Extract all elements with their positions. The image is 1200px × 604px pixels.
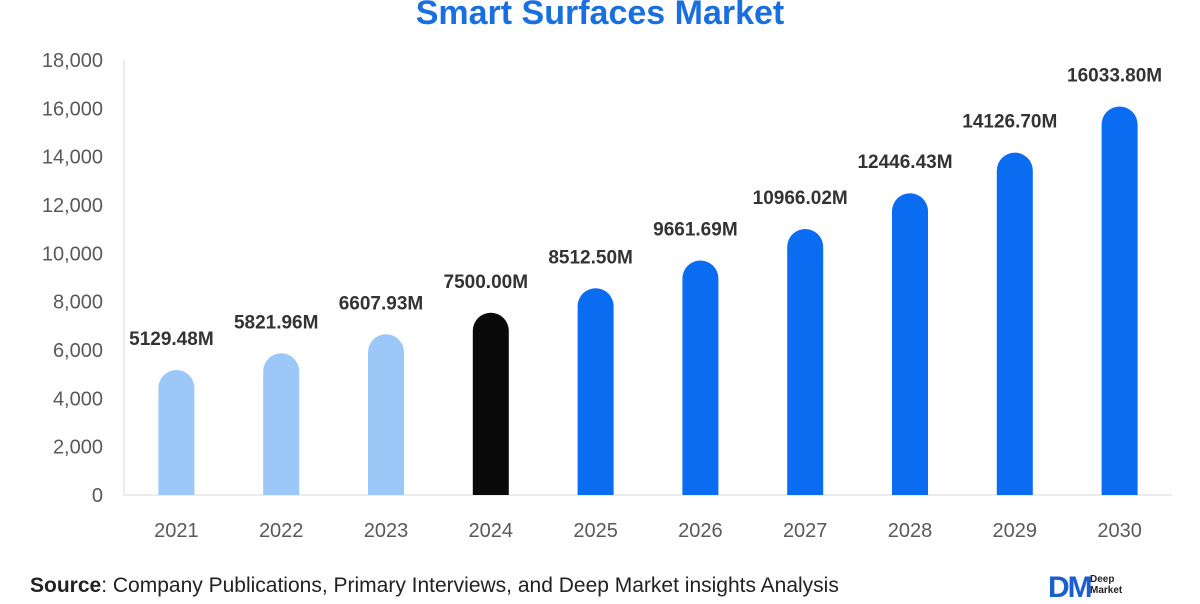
bar — [996, 152, 1033, 495]
x-tick-label: 2029 — [993, 520, 1038, 542]
data-label: 8512.50M — [548, 247, 633, 268]
data-label: 7500.00M — [444, 272, 529, 293]
logo-mark: DM — [1048, 571, 1093, 604]
x-tick-label: 2022 — [259, 520, 304, 542]
bar — [892, 193, 928, 496]
source-note: Source: Company Publications, Primary In… — [30, 574, 839, 598]
bar — [263, 353, 300, 495]
source-label: Source — [30, 574, 102, 597]
logo-text: Deep Market — [1090, 574, 1122, 596]
x-tick-label: 2028 — [888, 520, 933, 542]
data-label: 12446.43M — [857, 152, 952, 173]
data-label: 5129.48M — [129, 329, 214, 350]
bar — [1101, 106, 1138, 495]
y-tick-label: 4,000 — [53, 388, 103, 410]
bar — [158, 370, 195, 495]
y-tick-label: 16,000 — [42, 98, 103, 120]
data-label: 14126.70M — [962, 112, 1057, 133]
bar-chart: 0 2,000 4,000 6,000 8,000 10,000 12,000 14,000 1… — [42, 50, 1172, 542]
x-tick-label: 2026 — [678, 520, 723, 542]
y-tick-label: 14,000 — [42, 147, 103, 169]
data-label: 16033.80M — [1067, 66, 1162, 87]
y-tick-label: 2,000 — [53, 437, 103, 459]
data-label: 10966.02M — [753, 188, 848, 209]
x-tick-label: 2030 — [1097, 520, 1142, 542]
logo-text-line2: Market — [1090, 585, 1123, 596]
y-tick-label: 8,000 — [53, 292, 103, 314]
bar — [472, 312, 509, 495]
y-tick-label: 18,000 — [42, 50, 103, 72]
bar — [787, 228, 824, 495]
bar — [682, 260, 719, 495]
bar — [368, 334, 404, 495]
y-tick-label: 0 — [92, 485, 103, 507]
logo-text-line1: Deep — [1090, 574, 1115, 585]
x-tick-label: 2021 — [154, 520, 199, 542]
x-tick-label: 2024 — [469, 520, 514, 542]
y-tick-label: 12,000 — [42, 195, 103, 217]
company-logo: DM Deep Market — [1048, 571, 1198, 604]
data-label: 9661.69M — [653, 220, 738, 241]
source-text: : Company Publications, Primary Intervie… — [101, 574, 839, 597]
y-tick-label: 10,000 — [42, 243, 103, 265]
bar — [577, 288, 614, 495]
data-label: 6607.93M — [339, 293, 424, 314]
data-label: 5821.96M — [234, 312, 319, 333]
x-tick-label: 2027 — [783, 520, 828, 542]
x-tick-label: 2025 — [573, 520, 618, 542]
chart-title: Smart Surfaces Market — [415, 0, 785, 32]
y-tick-label: 6,000 — [53, 340, 103, 362]
x-tick-label: 2023 — [364, 520, 409, 542]
